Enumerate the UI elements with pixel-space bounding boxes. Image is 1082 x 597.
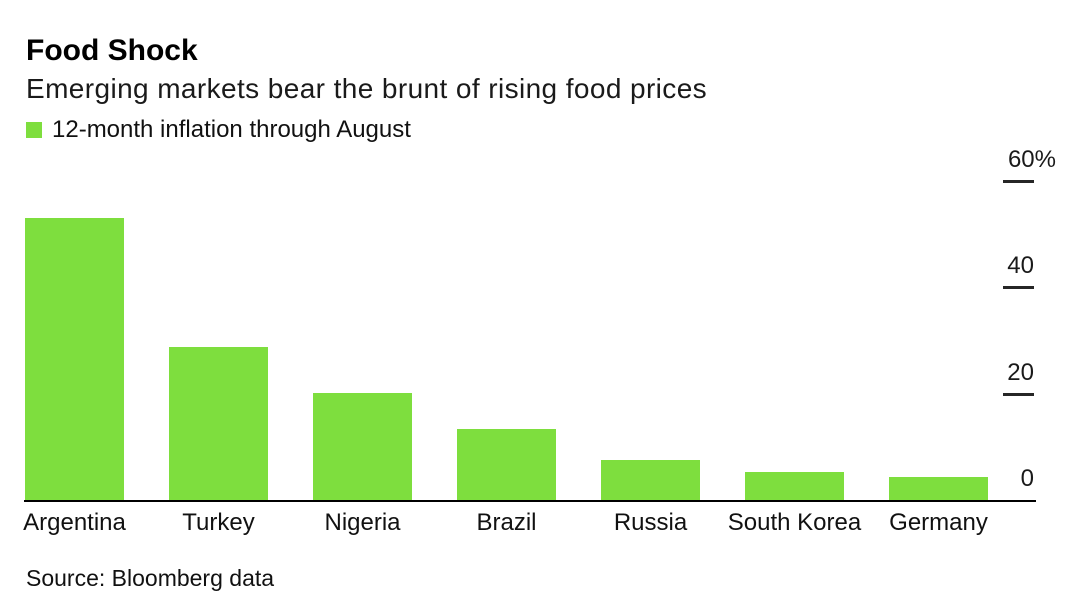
x-axis-label-turkey: Turkey <box>182 509 255 536</box>
y-axis-tick-label-0: 0 <box>1020 465 1034 492</box>
bar-nigeria <box>313 393 412 501</box>
legend-swatch <box>26 122 42 138</box>
x-axis-label-brazil: Brazil <box>476 509 537 536</box>
x-axis-label-nigeria: Nigeria <box>324 509 401 536</box>
y-axis-tick-mark-60 <box>1003 180 1034 183</box>
bar-south-korea <box>745 472 844 501</box>
y-axis-tick-mark-40 <box>1003 286 1034 289</box>
y-axis-tick-label-20: 20 <box>1007 359 1034 386</box>
x-axis-label-south-korea: South Korea <box>727 509 862 536</box>
bar-russia <box>601 460 700 501</box>
bar-brazil <box>457 429 556 501</box>
x-axis-label-germany: Germany <box>889 509 988 536</box>
source-note: Source: Bloomberg data <box>26 565 275 591</box>
legend-label: 12-month inflation through August <box>52 116 411 143</box>
y-axis-tick-mark-20 <box>1003 393 1034 396</box>
bar-turkey <box>169 347 268 501</box>
chart-subtitle: Emerging markets bear the brunt of risin… <box>26 73 708 104</box>
x-axis-label-russia: Russia <box>613 509 688 536</box>
chart-title: Food Shock <box>26 34 198 67</box>
x-axis-label-argentina: Argentina <box>23 509 126 536</box>
legend: 12-month inflation through August <box>26 118 411 142</box>
x-axis-baseline <box>24 500 1036 502</box>
bar-argentina <box>25 218 124 501</box>
y-axis-tick-label-40: 40 <box>1007 252 1034 279</box>
y-axis-tick-label-60: 60% <box>1007 146 1056 173</box>
bar-germany <box>889 477 988 501</box>
